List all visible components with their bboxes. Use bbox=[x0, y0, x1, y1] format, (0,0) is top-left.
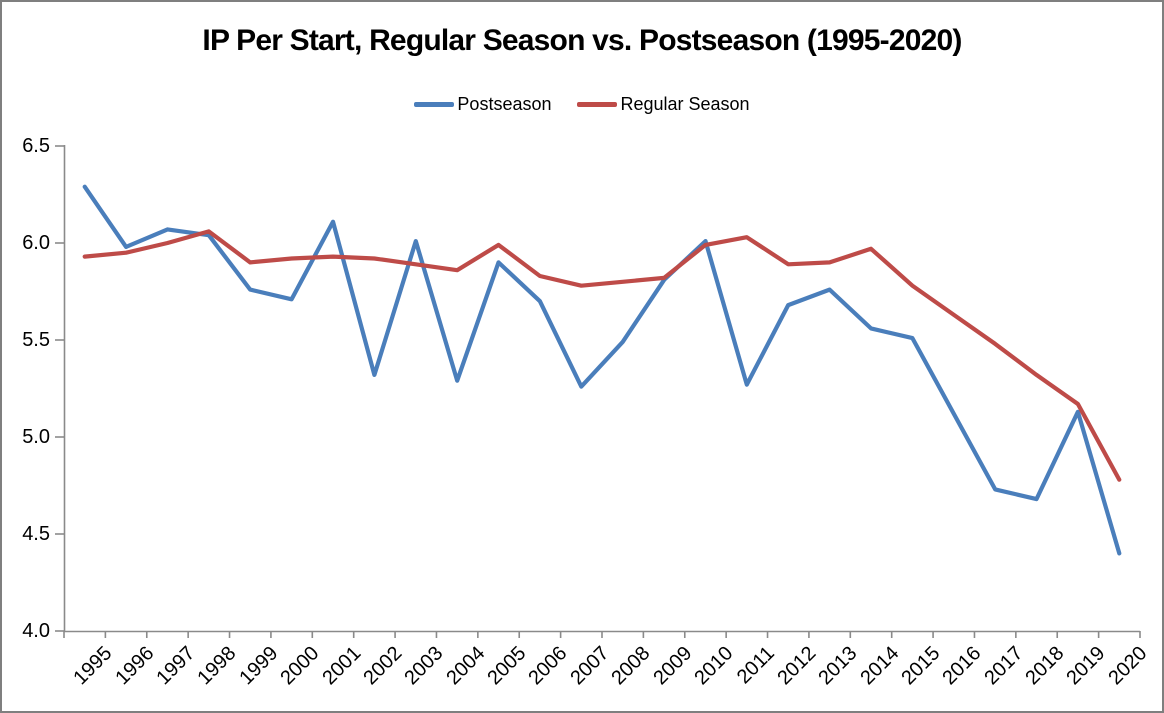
chart-title: IP Per Start, Regular Season vs. Postsea… bbox=[202, 24, 962, 57]
y-tick-label: 5.0 bbox=[22, 426, 50, 448]
regular-season-line bbox=[82, 229, 1122, 482]
regular-season-line-swatch bbox=[577, 102, 618, 107]
y-tick-label: 6.5 bbox=[22, 135, 50, 157]
y-tick-label: 4.5 bbox=[22, 523, 50, 545]
y-tick-label: 6.0 bbox=[22, 232, 50, 254]
y-tick-label: 5.5 bbox=[22, 329, 50, 351]
postseason-line-swatch bbox=[414, 102, 455, 107]
y-tick-label: 4.0 bbox=[22, 620, 50, 642]
legend-item-regular-season: Regular Season bbox=[577, 94, 750, 115]
chart-legend: Postseason Regular Season bbox=[2, 94, 1162, 115]
legend-label-regular-season: Regular Season bbox=[620, 94, 750, 114]
postseason-line bbox=[82, 184, 1122, 556]
legend-item-postseason: Postseason bbox=[414, 94, 551, 115]
legend-label-postseason: Postseason bbox=[457, 94, 552, 114]
